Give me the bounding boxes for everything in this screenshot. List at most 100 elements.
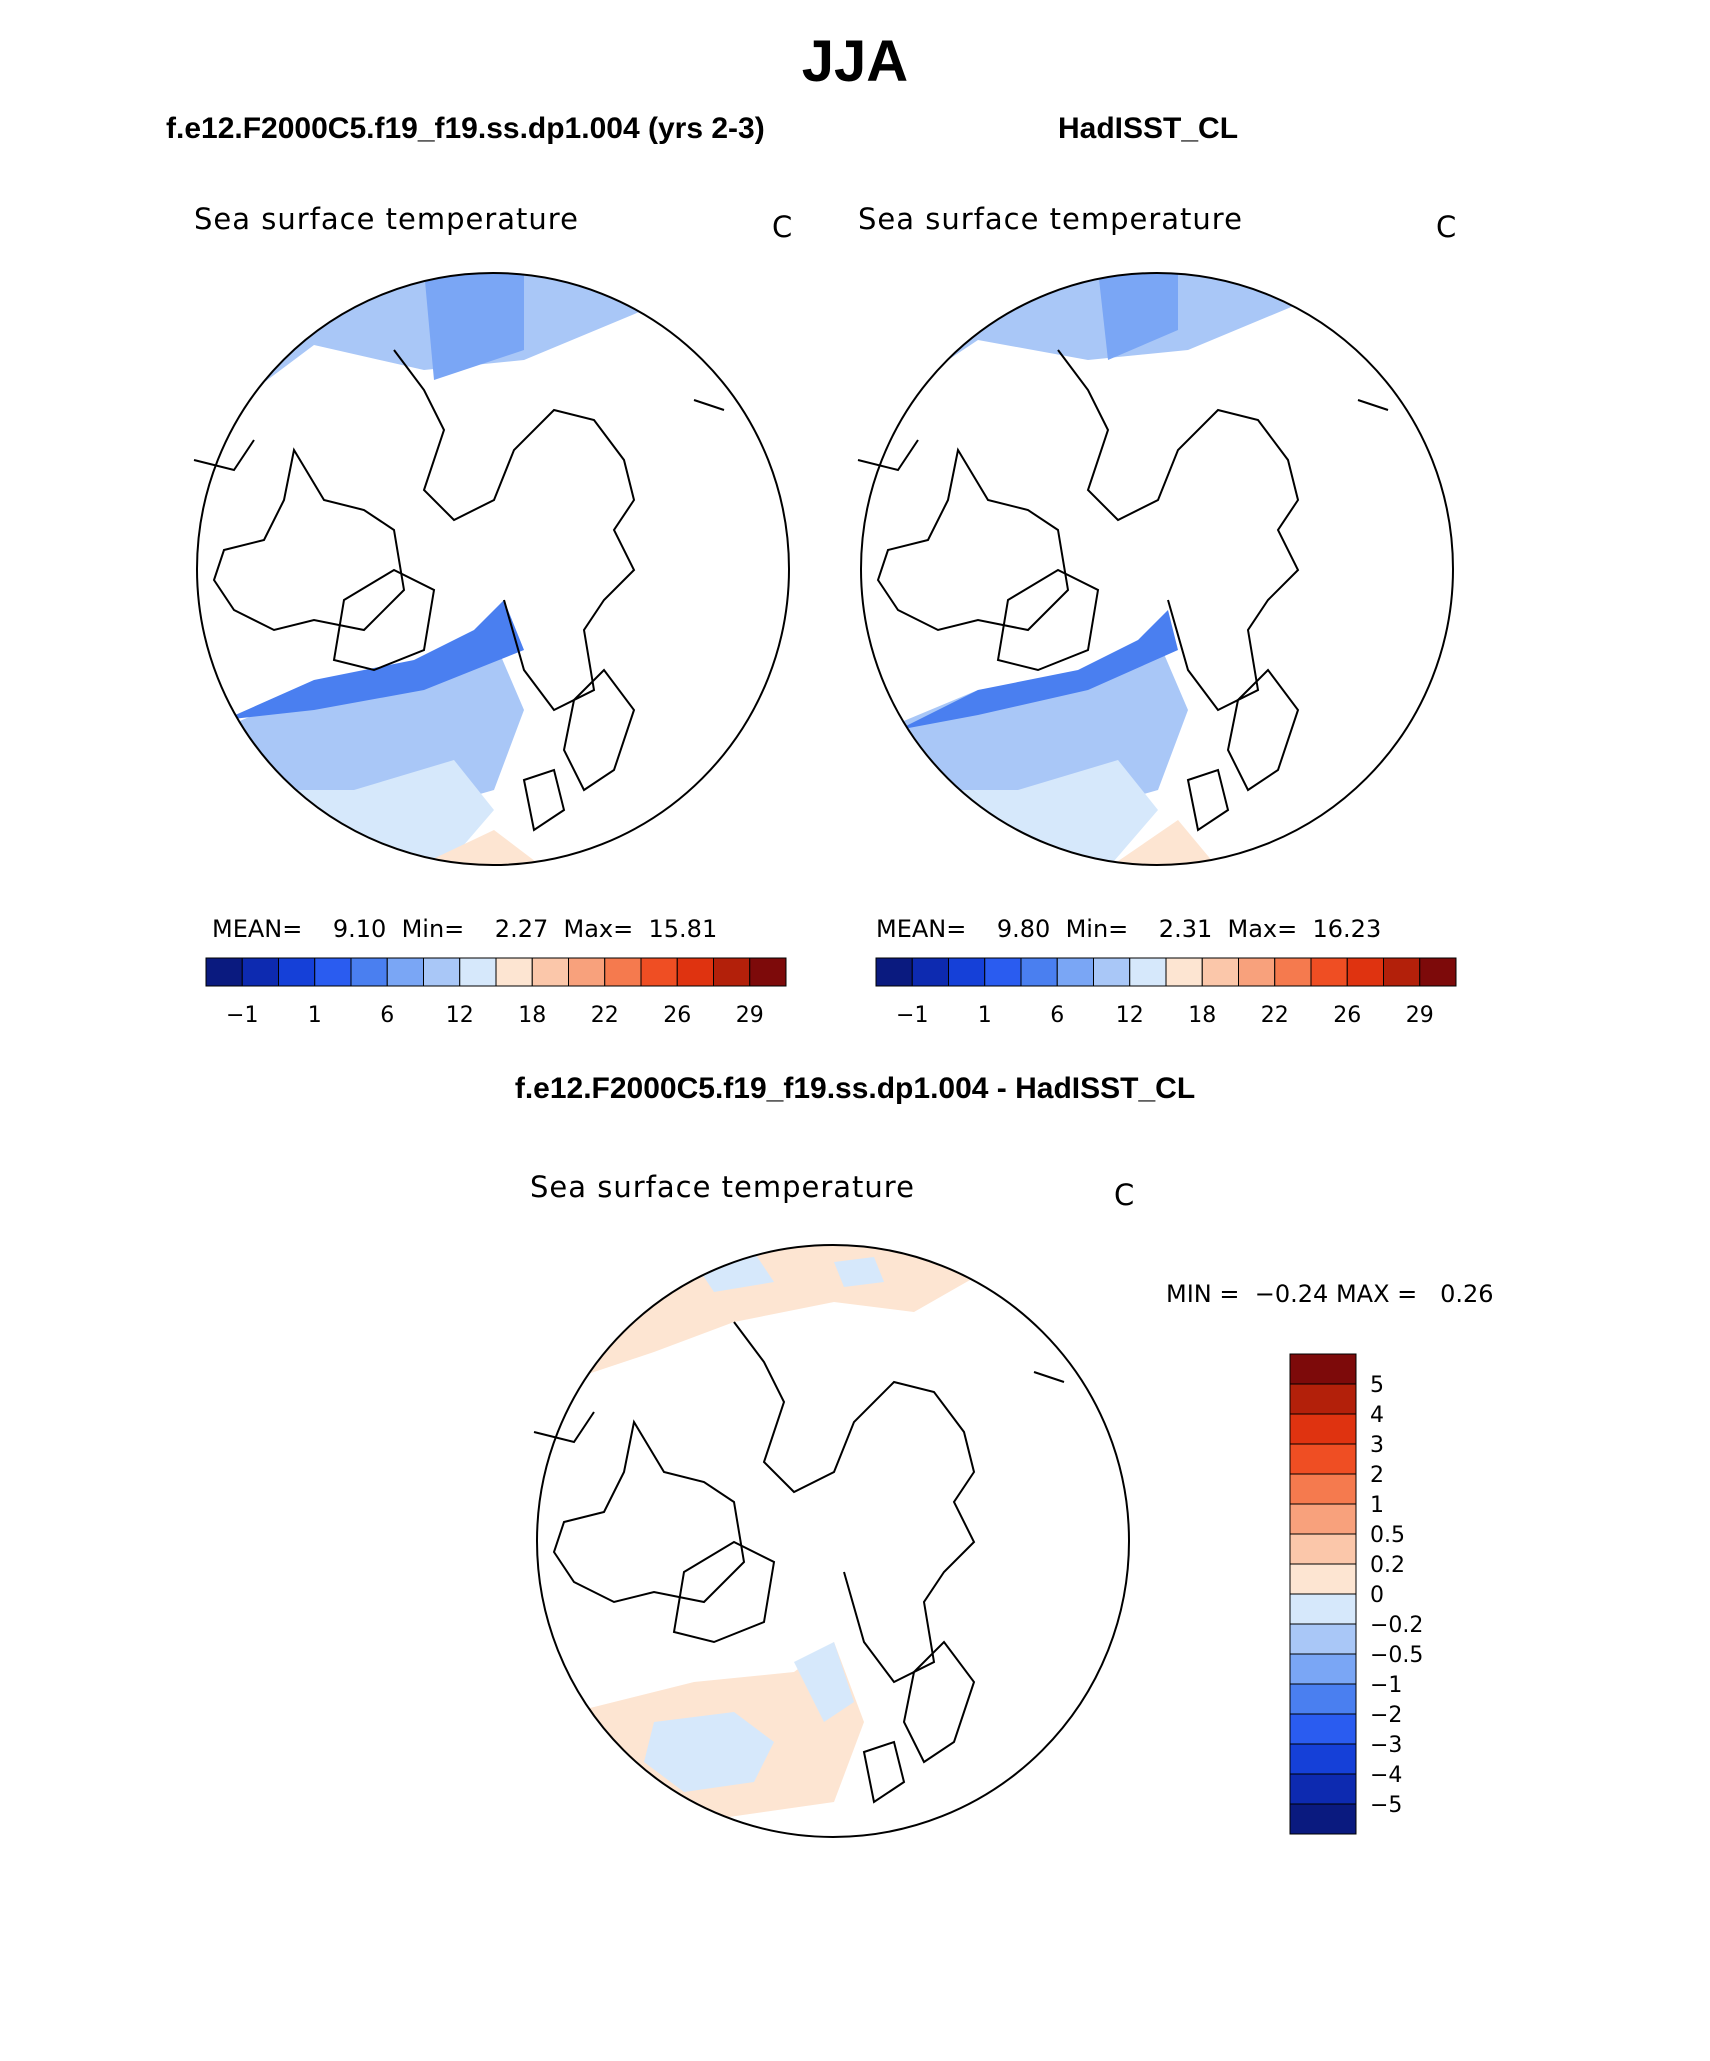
colorbar-tick-label: −1 bbox=[896, 1003, 928, 1028]
colorbar-swatch bbox=[1201, 957, 1239, 987]
difference-title: f.e12.F2000C5.f19_f19.ss.dp1.004 - HadIS… bbox=[514, 1072, 1196, 1105]
colorbar-swatch bbox=[984, 957, 1022, 987]
colorbar-swatch bbox=[1346, 957, 1384, 987]
units-label-obs: C bbox=[1436, 210, 1458, 244]
map-border bbox=[196, 272, 790, 866]
colorbar-tick-label: 18 bbox=[1188, 1003, 1216, 1028]
colorbar-tick-label: 6 bbox=[380, 1003, 394, 1028]
colorbar-tick-label: −1 bbox=[226, 1003, 258, 1028]
colorbar-swatch bbox=[1289, 1413, 1357, 1445]
map-border bbox=[536, 1244, 1130, 1838]
colorbar-tick-label: 0.5 bbox=[1370, 1523, 1405, 1548]
colorbar-tick-label: 1 bbox=[978, 1003, 992, 1028]
colorbar-swatch bbox=[1129, 957, 1167, 987]
colorbar-swatch bbox=[1289, 1623, 1357, 1655]
colorbar-swatch bbox=[314, 957, 352, 987]
panel-title-model: f.e12.F2000C5.f19_f19.ss.dp1.004 (yrs 2-… bbox=[166, 112, 765, 145]
colorbar-swatch bbox=[1289, 1683, 1357, 1715]
colorbar-swatch bbox=[1289, 1383, 1357, 1415]
colorbar-tick-label: 12 bbox=[1116, 1003, 1144, 1028]
colorbar-swatch bbox=[948, 957, 986, 987]
polar-map-difference bbox=[533, 1244, 1130, 1838]
colorbar-swatch bbox=[1289, 1503, 1357, 1535]
colorbar-swatch bbox=[1056, 957, 1094, 987]
polar-map-obs bbox=[857, 272, 1454, 866]
colorbar-swatch bbox=[875, 957, 913, 987]
field-label-model: Sea surface temperature bbox=[194, 202, 579, 236]
max-label: MAX = bbox=[1335, 1280, 1418, 1308]
colorbar-swatch bbox=[1289, 1443, 1357, 1475]
colorbar-swatch bbox=[423, 957, 461, 987]
colorbar-swatch bbox=[1165, 957, 1203, 987]
min-value: 2.31 bbox=[1158, 915, 1213, 943]
coastlines bbox=[193, 349, 725, 832]
colorbar-obs: −1 1 6 12 18 22 26 29 bbox=[875, 957, 1457, 1028]
colorbar-swatch bbox=[640, 957, 678, 987]
colorbar-swatch bbox=[205, 957, 243, 987]
units-label-diff: C bbox=[1114, 1178, 1136, 1212]
colorbar-swatch bbox=[568, 957, 606, 987]
colorbar-swatch bbox=[1020, 957, 1058, 987]
colorbar-tick-label: −4 bbox=[1370, 1763, 1402, 1788]
panel-title-obs: HadISST_CL bbox=[1058, 112, 1239, 145]
colorbar-tick-label: 0 bbox=[1370, 1583, 1384, 1608]
page-title: JJA bbox=[801, 29, 909, 94]
max-value: 0.26 bbox=[1440, 1280, 1494, 1308]
colorbar-tick-label: 5 bbox=[1370, 1373, 1384, 1398]
colorbar-tick-label: −3 bbox=[1370, 1733, 1402, 1758]
map-border bbox=[860, 272, 1454, 866]
min-value: −0.24 bbox=[1254, 1280, 1329, 1308]
colorbar-swatch bbox=[713, 957, 751, 987]
colorbar-swatch bbox=[1289, 1473, 1357, 1505]
colorbar-swatch bbox=[911, 957, 949, 987]
stats-diff: MIN = −0.24 MAX = 0.26 bbox=[1166, 1280, 1494, 1308]
min-label: Min= bbox=[1065, 915, 1129, 943]
max-value: 16.23 bbox=[1312, 915, 1382, 943]
colorbar-swatch bbox=[350, 957, 388, 987]
colorbar-swatch bbox=[531, 957, 569, 987]
colorbar-swatch bbox=[1289, 1563, 1357, 1595]
field-label-diff: Sea surface temperature bbox=[530, 1170, 915, 1204]
colorbar-tick-label: 22 bbox=[591, 1003, 619, 1028]
colorbar-swatch bbox=[1274, 957, 1312, 987]
colorbar-tick-label: 18 bbox=[518, 1003, 546, 1028]
max-label: Max= bbox=[1227, 915, 1298, 943]
colorbar-swatch bbox=[1093, 957, 1131, 987]
colorbar-tick-label: 4 bbox=[1370, 1403, 1384, 1428]
max-label: Max= bbox=[563, 915, 634, 943]
colorbar-tick-label: −5 bbox=[1370, 1793, 1402, 1818]
colorbar-swatch bbox=[1289, 1533, 1357, 1565]
colorbar-swatch bbox=[1289, 1773, 1357, 1805]
colorbar-tick-label: 22 bbox=[1261, 1003, 1289, 1028]
colorbar-tick-label: −1 bbox=[1370, 1673, 1402, 1698]
coastlines bbox=[533, 1321, 1065, 1804]
min-value: 2.27 bbox=[494, 915, 549, 943]
colorbar-tick-label: 6 bbox=[1050, 1003, 1064, 1028]
stats-obs: MEAN= 9.80 Min= 2.31 Max= 16.23 bbox=[876, 915, 1381, 943]
colorbar-swatch bbox=[1238, 957, 1276, 987]
colorbar-model: −1 1 6 12 18 22 26 29 bbox=[205, 957, 787, 1028]
mean-value: 9.80 bbox=[996, 915, 1051, 943]
colorbar-tick-label: 12 bbox=[446, 1003, 474, 1028]
coastlines bbox=[857, 349, 1389, 832]
colorbar-swatch bbox=[604, 957, 642, 987]
colorbar-tick-label: 3 bbox=[1370, 1433, 1384, 1458]
min-label: Min= bbox=[401, 915, 465, 943]
colorbar-swatch bbox=[1289, 1803, 1357, 1835]
colorbar-swatch bbox=[1289, 1653, 1357, 1685]
mean-value: 9.10 bbox=[332, 915, 387, 943]
colorbar-tick-label: 1 bbox=[308, 1003, 322, 1028]
colorbar-swatch bbox=[241, 957, 279, 987]
colorbar-swatch bbox=[1383, 957, 1421, 987]
colorbar-tick-label: 29 bbox=[736, 1003, 764, 1028]
colorbar-swatch bbox=[1289, 1713, 1357, 1745]
colorbar-tick-label: 26 bbox=[1333, 1003, 1361, 1028]
colorbar-swatch bbox=[278, 957, 316, 987]
colorbar-tick-label: 29 bbox=[1406, 1003, 1434, 1028]
colorbar-swatch bbox=[1289, 1353, 1357, 1385]
colorbar-tick-label: 2 bbox=[1370, 1463, 1384, 1488]
min-label: MIN = bbox=[1166, 1280, 1240, 1308]
colorbar-tick-label: 1 bbox=[1370, 1493, 1384, 1518]
stats-model: MEAN= 9.10 Min= 2.27 Max= 15.81 bbox=[212, 915, 717, 943]
field-label-obs: Sea surface temperature bbox=[858, 202, 1243, 236]
